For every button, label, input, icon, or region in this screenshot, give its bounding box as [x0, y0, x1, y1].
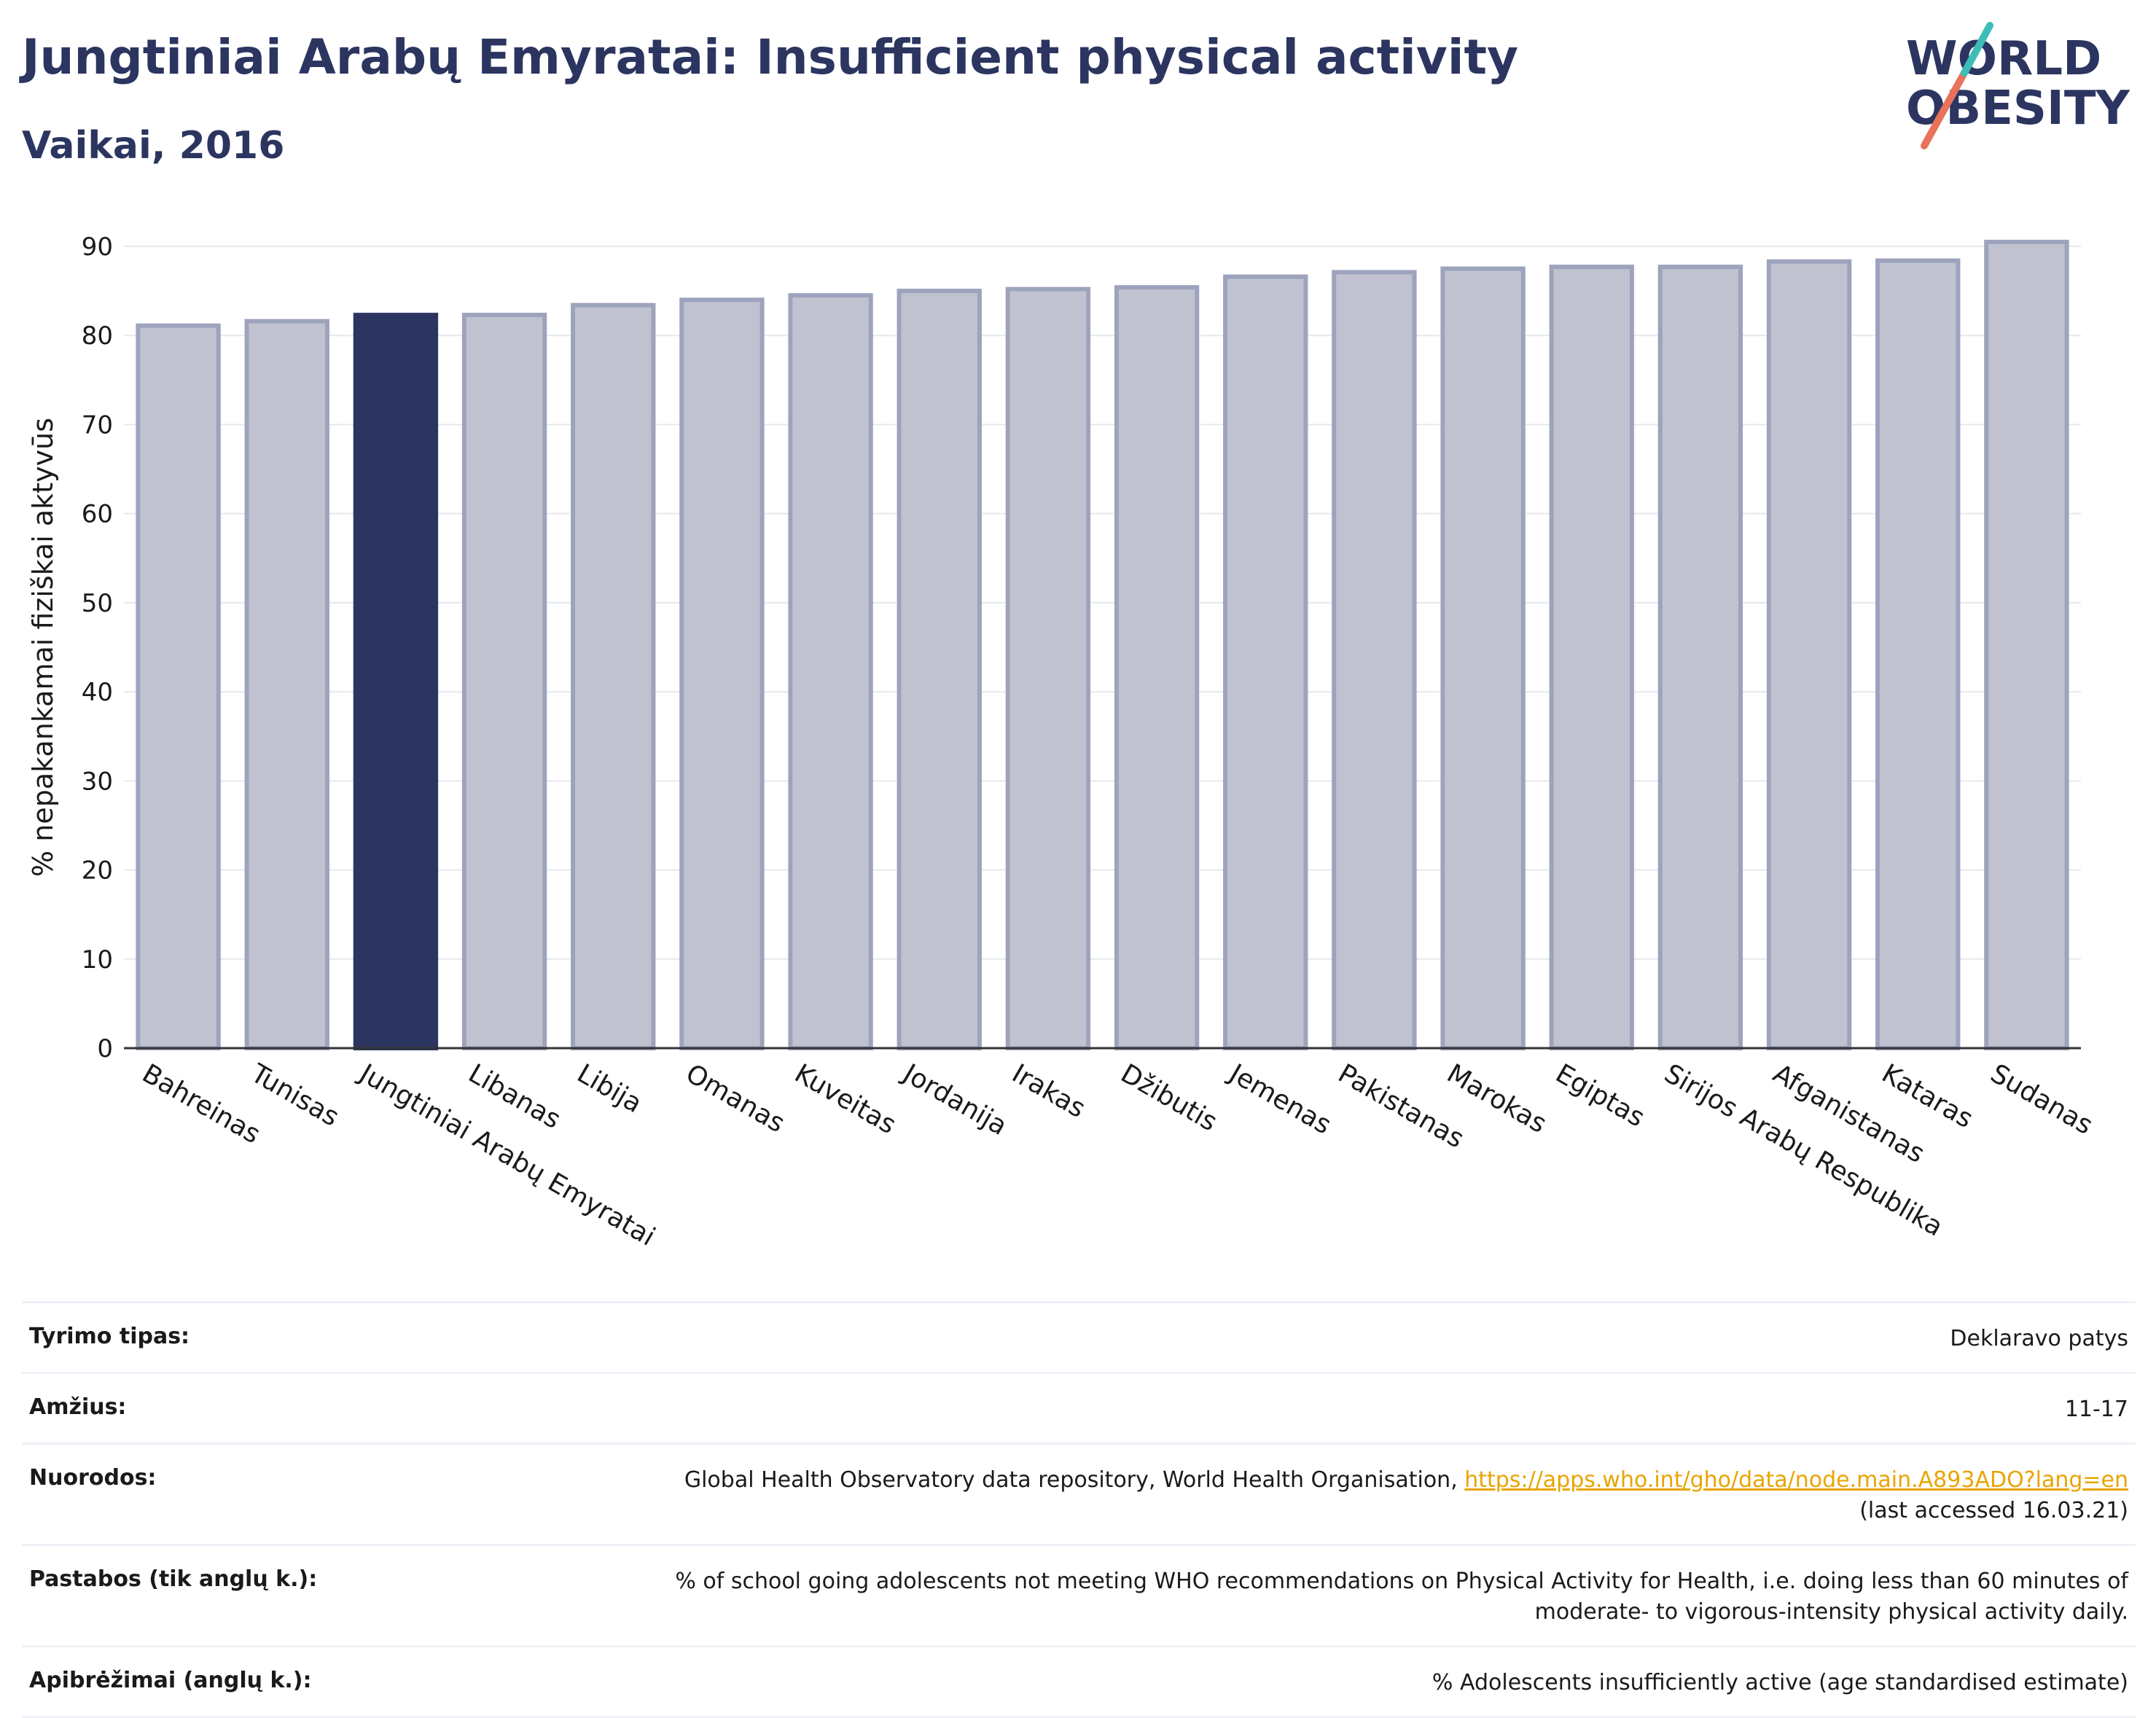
definitions-value: % Adolescents insufficiently active (age… [1432, 1670, 2128, 1695]
notes-label: Pastabos (tik anglų k.): [29, 1566, 318, 1592]
bar [136, 323, 221, 1050]
definitions-label: Apibrėžimai (anglų k.): [29, 1668, 312, 1693]
bar [1440, 266, 1526, 1051]
info-row-age: Amžius: 11-17 [22, 1372, 2136, 1442]
bar [353, 313, 439, 1051]
bar [571, 302, 656, 1050]
x-tick-label: Egiptas [1550, 1058, 1649, 1133]
x-tick-label: Libija [572, 1058, 647, 1119]
bar [1332, 270, 1417, 1050]
y-tick-label: 10 [82, 945, 113, 975]
info-row-notes: Pastabos (tik anglų k.): % of school goi… [22, 1544, 2136, 1645]
references-link[interactable]: https://apps.who.int/gho/data/node.main.… [1464, 1467, 2128, 1493]
y-tick-label: 20 [82, 856, 113, 886]
y-tick-label: 90 [82, 233, 113, 262]
references-label: Nuorodos: [29, 1465, 157, 1491]
bar [1114, 285, 1200, 1051]
bar [897, 289, 982, 1051]
x-tick-label: Omanas [681, 1058, 790, 1139]
bar [244, 319, 329, 1050]
x-tick-label: Kuveitas [789, 1058, 901, 1140]
survey-label: Tyrimo tipas: [29, 1324, 190, 1349]
bar [1005, 286, 1091, 1051]
x-tick-label: Jordanija [897, 1058, 1012, 1141]
bar [1766, 259, 1852, 1050]
info-row-survey: Tyrimo tipas: Deklaravo patys [22, 1301, 2136, 1372]
age-label: Amžius: [29, 1394, 127, 1420]
bar [1657, 265, 1743, 1051]
info-row-definitions: Apibrėžimai (anglų k.): % Adolescents in… [22, 1645, 2136, 1718]
bar [1875, 258, 1961, 1051]
bar [1223, 274, 1308, 1051]
references-text: Global Health Observatory data repositor… [684, 1467, 1465, 1493]
x-tick-label: Sudanas [1985, 1058, 2098, 1141]
logo-line2: OBESITY [1906, 82, 2130, 136]
logo-slash-lower-icon [1921, 69, 1968, 149]
y-tick-label: 80 [82, 321, 113, 351]
y-tick-label: 60 [82, 500, 113, 529]
page-subtitle: Vaikai, 2016 [22, 124, 285, 168]
notes-value: % of school going adolescents not meetin… [675, 1566, 2128, 1628]
notes-line1: % of school going adolescents not meetin… [675, 1569, 2128, 1594]
y-tick-label: 0 [97, 1034, 113, 1063]
page-title: Jungtiniai Arabų Emyratai: Insufficient … [22, 29, 1519, 85]
notes-line2: moderate- to vigorous-intensity physical… [1534, 1599, 2128, 1625]
y-tick-label: 40 [82, 678, 113, 707]
x-tick-label: Džibutis [1116, 1058, 1222, 1137]
x-tick-label: Irakas [1007, 1058, 1090, 1124]
bar [679, 297, 765, 1050]
bar-chart: 0 10 20 30 40 50 60 70 80 90 % nepakankamai fizišk… [27, 233, 2098, 1252]
info-table: Tyrimo tipas: Deklaravo patys Amžius: 11… [22, 1301, 2136, 1718]
logo-slash-upper-icon [1961, 22, 1993, 77]
y-axis-label: % nepakankamai fiziškai aktyvūs [27, 418, 59, 877]
y-tick-label: 30 [82, 767, 113, 796]
y-tick-label: 70 [82, 410, 113, 440]
bar [1549, 265, 1634, 1051]
survey-value: Deklaravo patys [1950, 1326, 2128, 1351]
references-accessed: (last accessed 16.03.21) [1859, 1498, 2128, 1523]
x-tick-label: Jemenas [1223, 1058, 1336, 1140]
references-value: Global Health Observatory data repositor… [684, 1465, 2128, 1526]
y-tick-label: 50 [82, 589, 113, 618]
bar [461, 313, 547, 1051]
logo-line1: WORLD [1906, 32, 2101, 86]
world-obesity-logo: WORLD OBESITY [1906, 22, 2130, 149]
bar [788, 293, 873, 1051]
x-tick-label: Bahreinas [137, 1058, 265, 1149]
age-value: 11-17 [2064, 1397, 2128, 1422]
bar [1984, 239, 2069, 1050]
info-row-references: Nuorodos: Global Health Observatory data… [22, 1442, 2136, 1544]
